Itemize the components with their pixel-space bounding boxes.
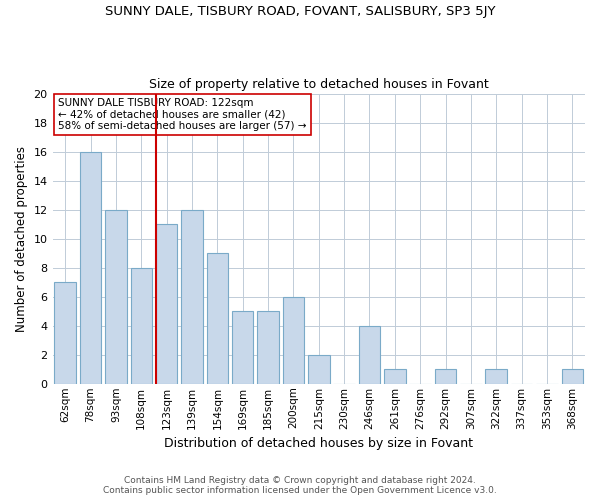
Bar: [55, 282, 76, 384]
Bar: [206, 253, 228, 384]
Bar: [156, 224, 178, 384]
Bar: [131, 268, 152, 384]
Text: SUNNY DALE TISBURY ROAD: 122sqm
← 42% of detached houses are smaller (42)
58% of: SUNNY DALE TISBURY ROAD: 122sqm ← 42% of…: [58, 98, 307, 131]
Bar: [384, 370, 406, 384]
Bar: [283, 296, 304, 384]
Bar: [181, 210, 203, 384]
Y-axis label: Number of detached properties: Number of detached properties: [15, 146, 28, 332]
Bar: [359, 326, 380, 384]
Bar: [80, 152, 101, 384]
Bar: [232, 311, 253, 384]
X-axis label: Distribution of detached houses by size in Fovant: Distribution of detached houses by size …: [164, 437, 473, 450]
Bar: [485, 370, 507, 384]
Bar: [308, 354, 329, 384]
Title: Size of property relative to detached houses in Fovant: Size of property relative to detached ho…: [149, 78, 488, 91]
Bar: [105, 210, 127, 384]
Bar: [435, 370, 457, 384]
Text: SUNNY DALE, TISBURY ROAD, FOVANT, SALISBURY, SP3 5JY: SUNNY DALE, TISBURY ROAD, FOVANT, SALISB…: [105, 5, 495, 18]
Bar: [257, 311, 279, 384]
Bar: [562, 370, 583, 384]
Text: Contains HM Land Registry data © Crown copyright and database right 2024.
Contai: Contains HM Land Registry data © Crown c…: [103, 476, 497, 495]
